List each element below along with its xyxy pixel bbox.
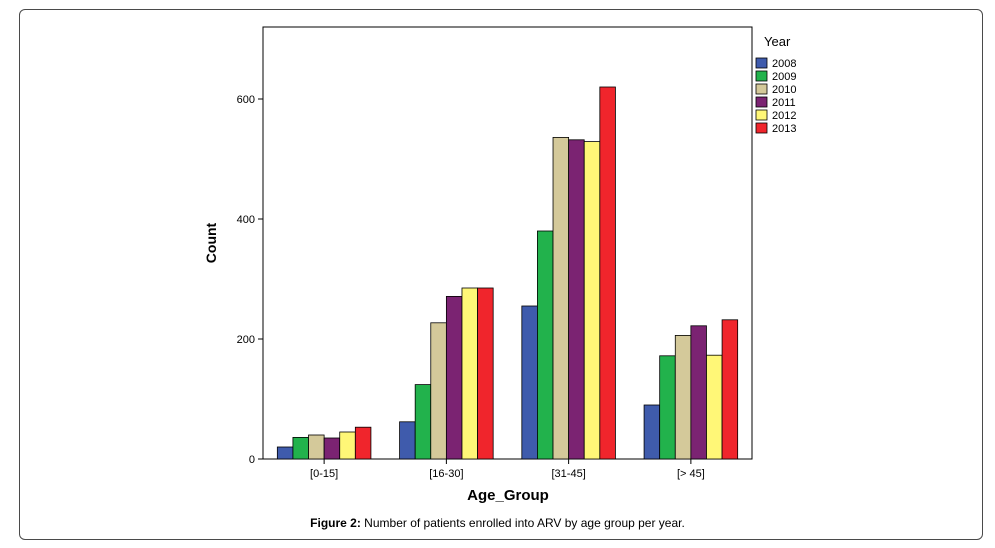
bar — [430, 322, 447, 460]
x-tick-label: [> 45] — [677, 468, 705, 480]
bar — [354, 426, 372, 460]
x-tick-label: [16-30] — [429, 468, 463, 480]
legend-label: 2011 — [772, 97, 796, 109]
bar — [659, 355, 676, 460]
legend-swatch — [755, 109, 768, 121]
bar — [706, 354, 723, 460]
x-axis-label: Age_Group — [467, 487, 549, 504]
plot-border — [262, 26, 753, 460]
bar — [414, 384, 432, 460]
bar — [276, 446, 294, 460]
bar — [292, 436, 309, 460]
bar — [461, 287, 478, 460]
bar — [674, 334, 692, 460]
legend-swatch — [755, 70, 768, 82]
bar — [477, 287, 494, 460]
legend-label: 2008 — [772, 58, 796, 70]
bar — [599, 86, 616, 460]
x-axis: [0-15] [16-30] [31-45] [> 45] — [310, 459, 705, 480]
bar — [323, 437, 341, 460]
bar — [568, 139, 585, 460]
legend-title: Year — [764, 34, 791, 49]
bar — [583, 141, 601, 460]
y-axis: 0 200 400 600 — [237, 94, 263, 466]
bar — [643, 404, 661, 460]
legend-label: 2009 — [772, 71, 796, 83]
y-tick-label: 600 — [237, 94, 255, 106]
bar — [308, 434, 325, 460]
bar — [537, 230, 554, 460]
caption-text: Number of patients enrolled into ARV by … — [360, 516, 685, 530]
x-tick-label: [0-15] — [310, 468, 338, 480]
legend-swatch — [755, 57, 768, 69]
bar — [399, 421, 416, 460]
bar — [339, 431, 356, 460]
bars — [276, 86, 739, 460]
bar — [445, 295, 463, 460]
bar — [721, 319, 739, 460]
y-tick-label: 0 — [249, 454, 255, 466]
y-tick-label: 200 — [237, 334, 255, 346]
legend-label: 2012 — [772, 110, 796, 122]
legend-swatch — [755, 83, 768, 95]
y-axis-label: Count — [203, 222, 219, 263]
legend-swatch — [755, 122, 768, 134]
y-tick-label: 400 — [237, 214, 255, 226]
legend-label: 2013 — [772, 123, 796, 135]
x-tick-label: [31-45] — [552, 468, 586, 480]
figure-frame — [19, 9, 983, 540]
bar — [521, 305, 538, 460]
caption-label: Figure 2: — [310, 516, 361, 530]
figure-caption: Figure 2: Number of patients enrolled in… — [0, 516, 995, 530]
legend-label: 2010 — [772, 84, 796, 96]
legend-swatch — [755, 96, 768, 108]
bar — [552, 136, 570, 460]
bar — [690, 325, 707, 460]
